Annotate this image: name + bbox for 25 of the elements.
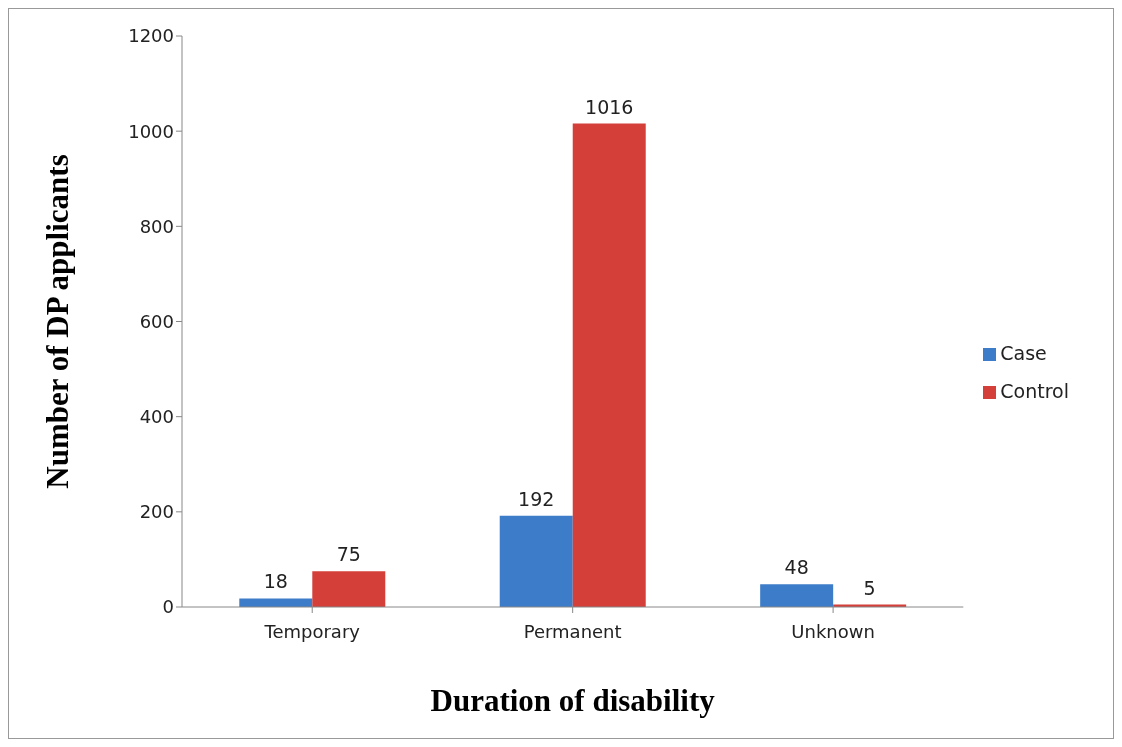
bar	[239, 598, 313, 607]
y-tick-label: 400	[139, 406, 174, 428]
y-tick-label: 1000	[128, 120, 174, 142]
bar	[572, 123, 646, 607]
data-label: 1016	[585, 95, 634, 118]
legend-label: Case	[1000, 341, 1047, 364]
y-tick-label: 200	[139, 501, 174, 523]
bar	[760, 584, 834, 607]
data-label: 18	[263, 570, 288, 593]
data-label: 5	[863, 576, 876, 599]
y-tick-label: 1200	[128, 25, 174, 47]
x-tick-label: Temporary	[263, 620, 361, 642]
y-tick-label: 600	[139, 310, 174, 332]
data-label: 192	[518, 487, 555, 510]
x-tick-label: Permanent	[523, 620, 622, 642]
y-tick-label: 800	[139, 215, 174, 237]
bar	[312, 571, 386, 607]
y-tick-label: 0	[162, 596, 174, 618]
y-axis-title: Number of DP applicants	[40, 154, 76, 489]
x-tick-label: Unknown	[791, 620, 875, 642]
legend-label: Control	[1000, 379, 1069, 402]
x-axis-title: Duration of disability	[430, 683, 716, 718]
data-label: 75	[336, 543, 361, 566]
data-label: 48	[784, 556, 809, 579]
bar	[499, 515, 573, 607]
